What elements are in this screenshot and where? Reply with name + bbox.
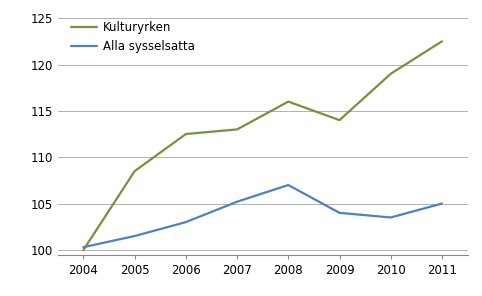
Line: Kulturyrken: Kulturyrken	[83, 41, 442, 250]
Kulturyrken	[439, 40, 445, 43]
Kulturyrken	[336, 118, 342, 122]
Line: Alla sysselsatta: Alla sysselsatta	[83, 185, 442, 247]
Kulturyrken	[80, 248, 86, 252]
Alla sysselsatta	[285, 183, 291, 187]
Kulturyrken	[285, 100, 291, 103]
Kulturyrken	[132, 169, 137, 173]
Alla sysselsatta	[336, 211, 342, 215]
Alla sysselsatta	[80, 245, 86, 249]
Alla sysselsatta	[439, 202, 445, 205]
Legend: Kulturyrken, Alla sysselsatta: Kulturyrken, Alla sysselsatta	[68, 17, 199, 56]
Alla sysselsatta	[234, 200, 240, 203]
Kulturyrken	[234, 128, 240, 131]
Alla sysselsatta	[132, 234, 137, 238]
Alla sysselsatta	[183, 220, 189, 224]
Kulturyrken	[388, 72, 394, 75]
Alla sysselsatta	[388, 216, 394, 219]
Kulturyrken	[183, 132, 189, 136]
